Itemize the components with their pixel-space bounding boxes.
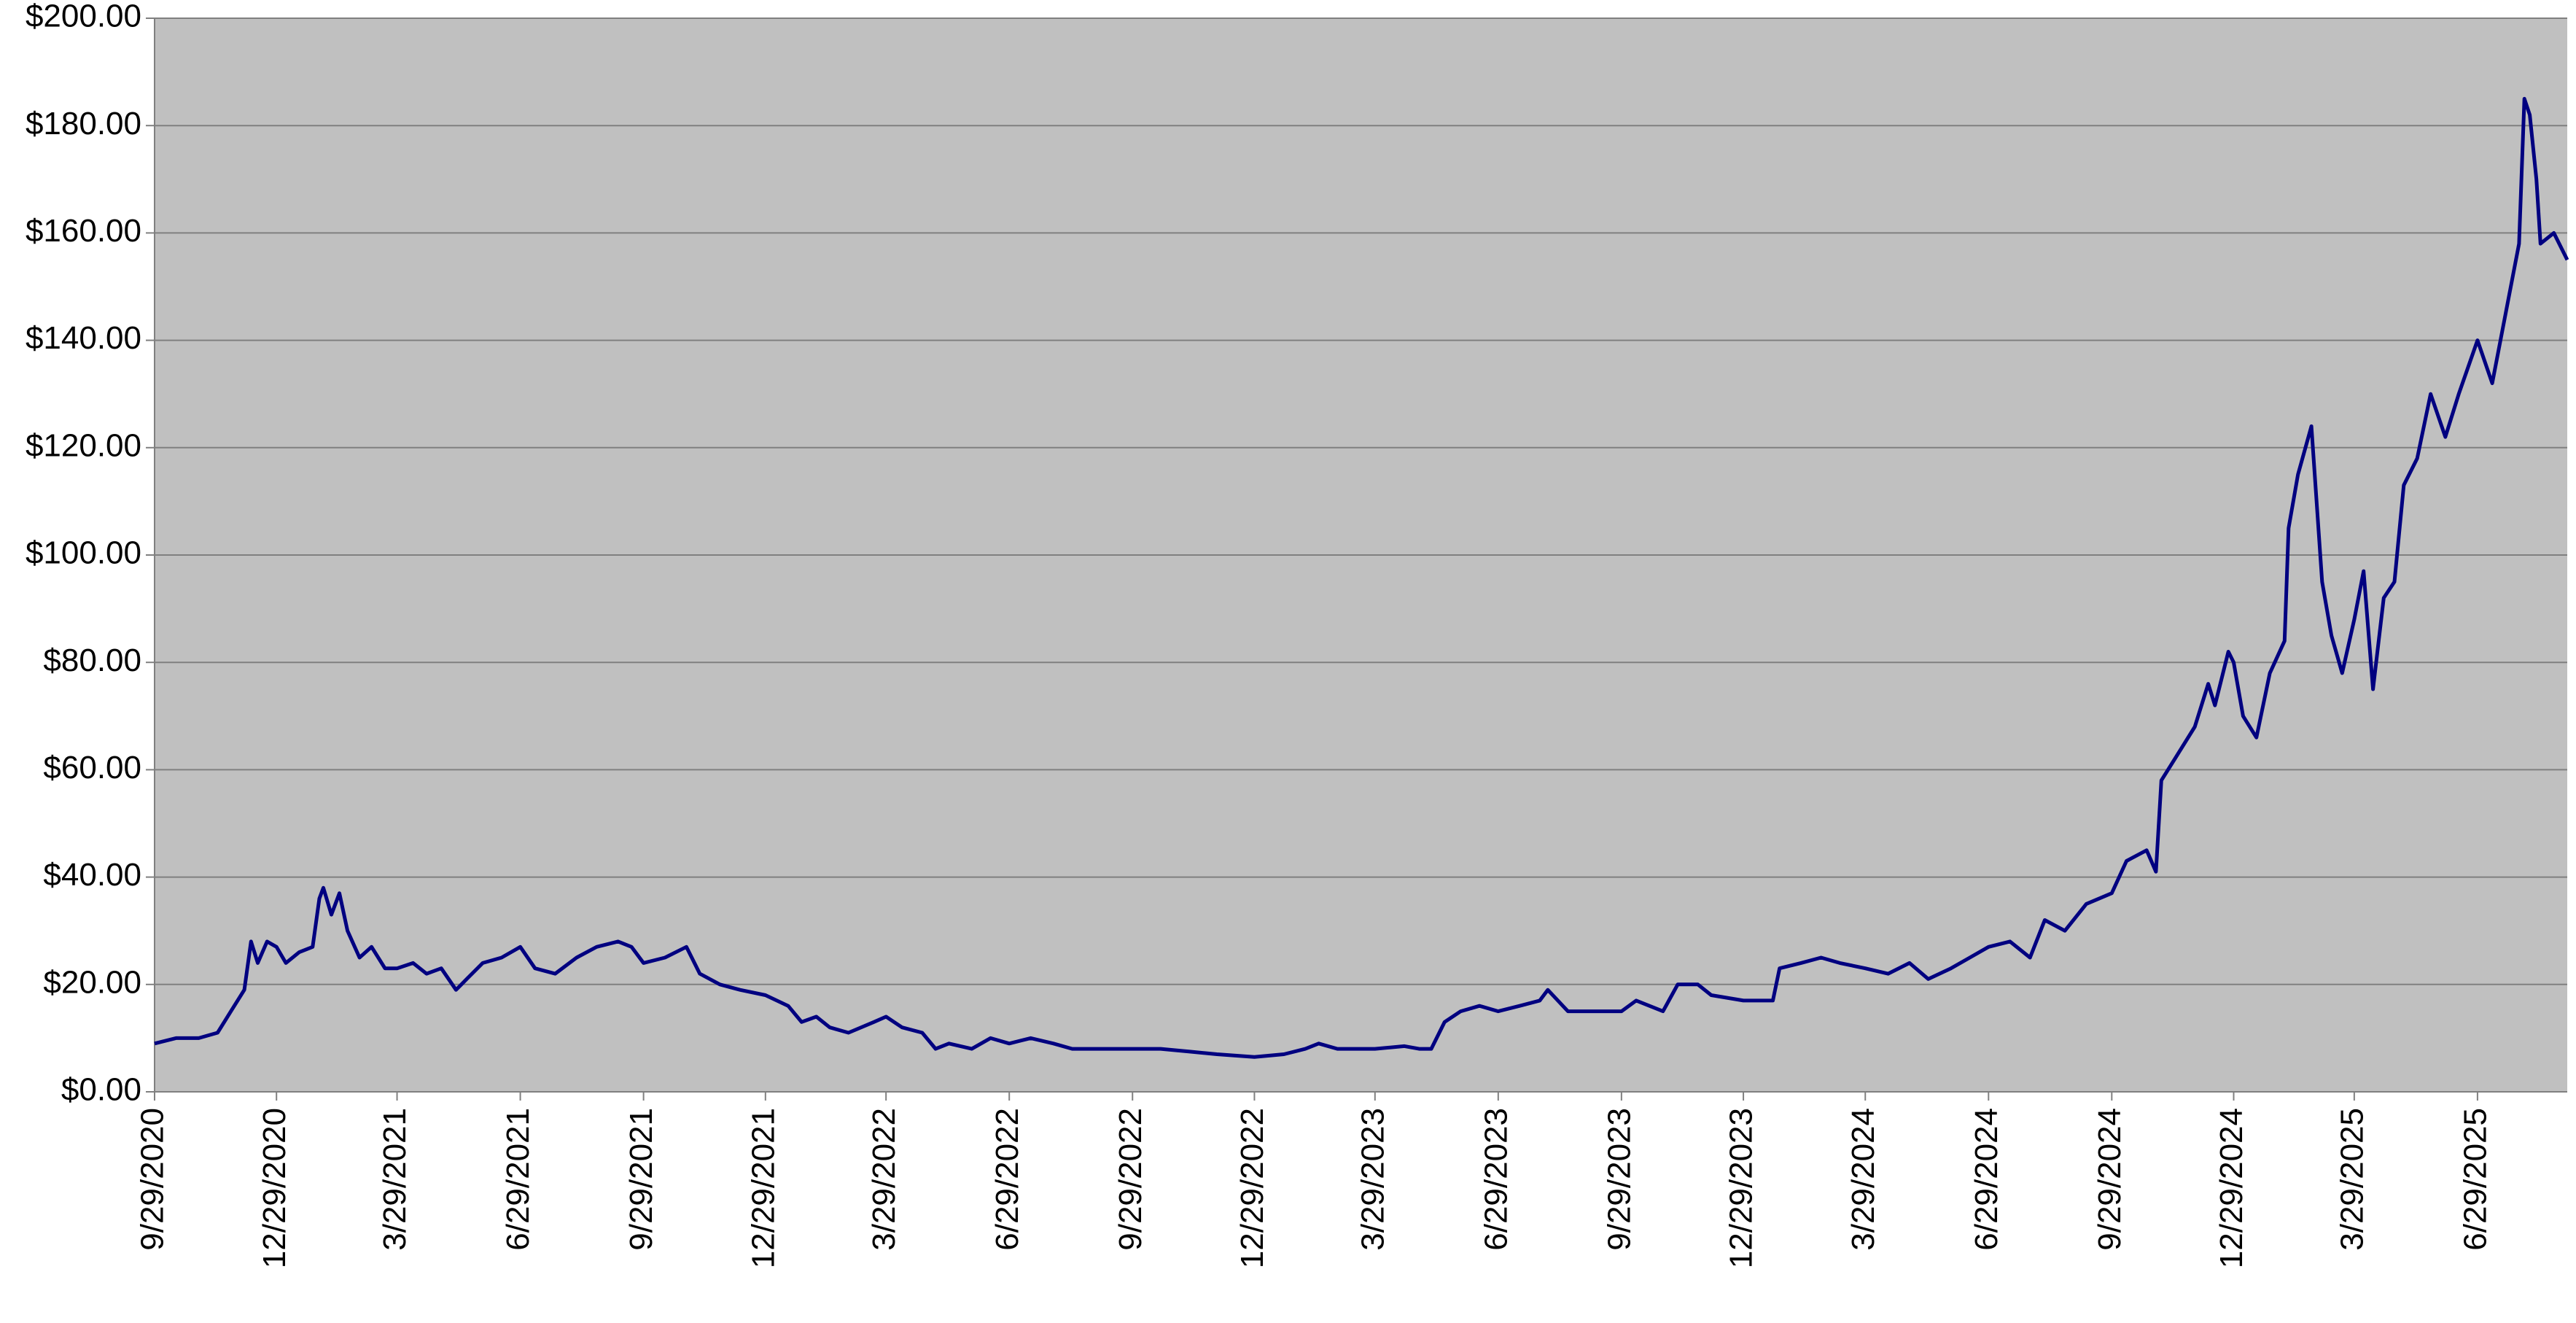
y-tick-label: $180.00 — [26, 106, 141, 141]
price-line — [154, 96, 2569, 1059]
x-tick-label: 12/29/2023 — [1724, 1108, 1759, 1268]
x-tick-label: 6/29/2024 — [1969, 1108, 2004, 1251]
x-tick-label: 9/29/2023 — [1601, 1108, 1637, 1251]
x-tick-label: 3/29/2021 — [377, 1108, 413, 1251]
x-tick-label: 6/29/2021 — [500, 1108, 536, 1251]
x-tick-label: 3/29/2024 — [1845, 1108, 1881, 1251]
x-tick-label: 12/29/2021 — [745, 1108, 781, 1268]
x-tick-label: 12/29/2024 — [2214, 1108, 2249, 1268]
x-tick-label: 3/29/2025 — [2334, 1108, 2370, 1251]
x-tick-label: 6/29/2023 — [1478, 1108, 1514, 1251]
x-tick-label: 9/29/2021 — [623, 1108, 659, 1251]
y-tick-label: $0.00 — [61, 1072, 141, 1108]
y-tick-label: $160.00 — [26, 213, 141, 249]
x-tick-label: 3/29/2023 — [1355, 1108, 1390, 1251]
y-tick-label: $200.00 — [26, 0, 141, 34]
x-tick-label: 9/29/2020 — [135, 1108, 171, 1251]
x-tick-label: 12/29/2020 — [257, 1108, 292, 1268]
x-tick-label: 6/29/2025 — [2458, 1108, 2494, 1251]
y-tick-label: $40.00 — [43, 857, 141, 893]
y-tick-label: $80.00 — [43, 643, 141, 678]
y-tick-label: $60.00 — [43, 750, 141, 785]
x-tick-label: 6/29/2022 — [989, 1108, 1025, 1251]
x-tick-label: 9/29/2022 — [1113, 1108, 1148, 1251]
y-tick-label: $100.00 — [26, 535, 141, 571]
x-tick-label: 3/29/2022 — [866, 1108, 902, 1251]
y-tick-label: $140.00 — [26, 320, 141, 356]
x-tick-label: 9/29/2024 — [2092, 1108, 2128, 1251]
y-tick-label: $120.00 — [26, 427, 141, 463]
x-tick-label: 12/29/2022 — [1234, 1108, 1270, 1268]
y-tick-label: $20.00 — [43, 964, 141, 1000]
